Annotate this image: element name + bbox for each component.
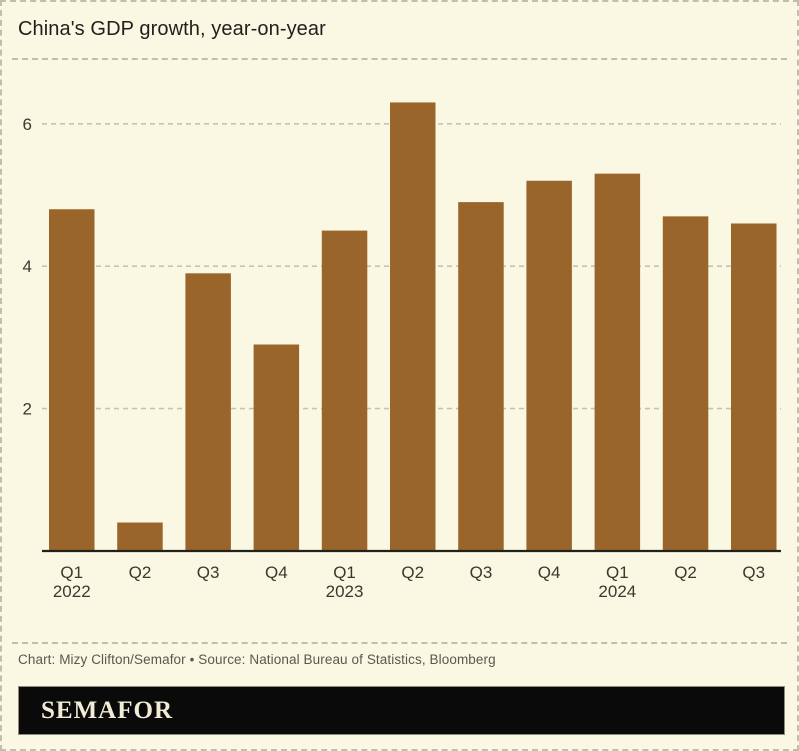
bar-q1-8: [594, 173, 641, 551]
bar-q4-3: [253, 344, 300, 551]
x-tick-label-10: Q3: [742, 563, 765, 582]
x-tick-label-4: Q1: [333, 563, 356, 582]
bar-q3-2: [185, 273, 231, 551]
x-tick-label-8: Q1: [606, 563, 629, 582]
bar-q1-0: [49, 209, 95, 552]
bar-q3-6: [458, 202, 504, 551]
year-label-2024: 2024: [598, 582, 636, 601]
x-tick-label-9: Q2: [674, 563, 697, 582]
bar-q2-5: [390, 102, 436, 551]
bar-q2-9: [662, 216, 709, 552]
bar-q2-1: [117, 522, 163, 551]
chart-title: China's GDP growth, year-on-year: [18, 18, 326, 40]
x-tick-label-0: Q1: [60, 563, 83, 582]
y-tick-label-6: 6: [23, 115, 32, 134]
title-separator: [12, 58, 787, 60]
x-tick-label-5: Q2: [401, 563, 424, 582]
year-label-2022: 2022: [53, 582, 91, 601]
y-tick-label-2: 2: [23, 400, 32, 419]
x-tick-label-2: Q3: [197, 563, 220, 582]
x-tick-label-3: Q4: [265, 563, 288, 582]
semafor-logo-bar: SEMAFOR: [18, 686, 785, 735]
x-tick-label-6: Q3: [470, 563, 493, 582]
y-tick-label-4: 4: [23, 257, 32, 276]
bar-q1-4: [321, 230, 368, 551]
bar-q3-10: [731, 223, 777, 552]
year-label-2023: 2023: [326, 582, 364, 601]
x-tick-label-1: Q2: [129, 563, 152, 582]
semafor-logo-text: SEMAFOR: [41, 696, 173, 724]
bar-q4-7: [526, 180, 572, 551]
x-tick-label-7: Q4: [538, 563, 561, 582]
footer-separator: [12, 642, 787, 644]
chart-credit: Chart: Mizy Clifton/Semafor • Source: Na…: [18, 652, 496, 667]
bar-chart: 2 4 6 Q1 Q2 Q3 Q4 Q1 Q2 Q3 Q4 Q1 Q2 Q3 2022 2023 2024: [23, 102, 781, 601]
